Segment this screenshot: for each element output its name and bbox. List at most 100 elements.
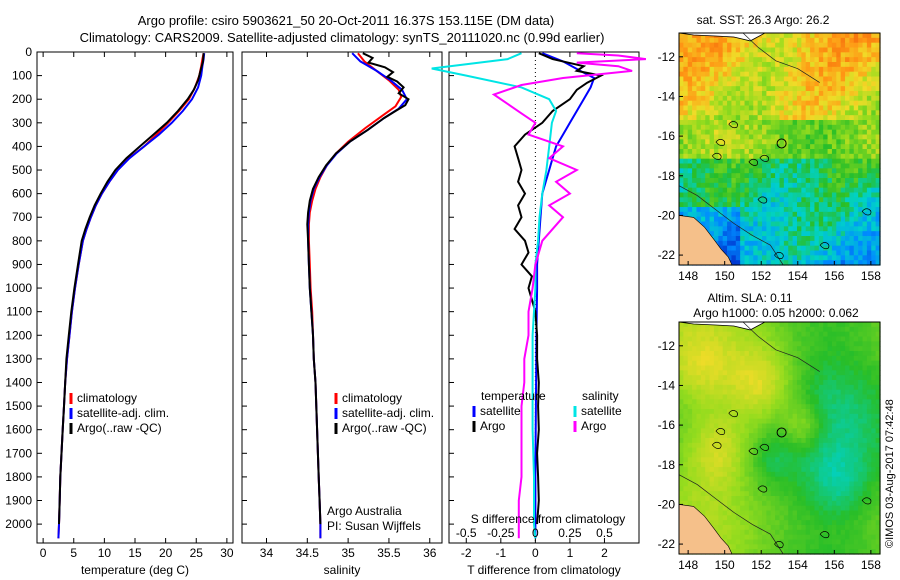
sst-map-cell: [692, 66, 698, 73]
sst-map-cell: [718, 221, 724, 227]
sst-map-cell: [687, 124, 693, 131]
sst-map-cell: [766, 149, 772, 155]
sst-map-cell: [858, 149, 864, 155]
sla-map-cell: [801, 457, 807, 463]
sla-map-cell: [845, 491, 851, 497]
sst-map-cell: [823, 105, 829, 111]
sla-map-cell: [805, 452, 811, 458]
sla-map-cell: [862, 413, 868, 420]
sst-map-cell: [849, 182, 855, 189]
sla-reef-outline: [861, 497, 872, 505]
sst-map-cell: [792, 168, 798, 174]
sla-map-cell: [713, 520, 719, 526]
sst-map-cell: [713, 129, 719, 136]
temperature-legend-label: satellite-adj. clim.: [77, 406, 169, 420]
sst-map-cell: [748, 153, 754, 160]
sla-map-cell: [762, 452, 767, 458]
sla-map-cell: [845, 418, 851, 425]
sst-map-cell: [757, 182, 763, 189]
sst-map-cell: [753, 221, 759, 227]
sst-map-cell: [858, 221, 864, 227]
sla-map-cell: [792, 370, 798, 376]
sla-map-cell: [762, 486, 767, 492]
sst-map-cell: [683, 187, 689, 194]
sst-map-cell: [762, 207, 767, 213]
sla-map-cell: [831, 462, 837, 468]
sst-map-cell: [792, 153, 798, 160]
sla-map-cell: [849, 326, 855, 333]
sla-map-cell: [775, 500, 781, 507]
sla-map-cell: [766, 515, 772, 521]
sst-map-cell: [840, 134, 846, 140]
sla-map-cell: [757, 433, 763, 439]
sla-map-cell: [687, 418, 693, 425]
sst-map-cell: [836, 62, 842, 68]
sla-map-cell: [713, 384, 719, 391]
sla-map-cell: [801, 399, 807, 405]
sst-map-cell: [757, 236, 763, 242]
sst-map-cell: [766, 42, 772, 49]
sla-map-cell: [845, 471, 851, 478]
sla-map-cell: [810, 394, 816, 400]
sst-map-cell: [849, 139, 855, 145]
temperature-y-tick-label: 1300: [5, 352, 32, 366]
sla-map-cell: [849, 380, 855, 386]
sla-map-cell: [866, 544, 872, 550]
sla-map-cell: [713, 442, 719, 449]
sst-map-cell: [871, 76, 877, 82]
sla-map-cell: [779, 360, 785, 367]
sla-map-cell: [709, 428, 715, 434]
sst-map-cell: [696, 57, 702, 63]
sla-map-cell: [683, 394, 689, 400]
sst-map-cell: [709, 153, 715, 160]
sst-map-cell: [823, 139, 829, 145]
sst-map-cell: [796, 153, 802, 160]
sla-map-cell: [696, 476, 702, 483]
sst-map-cell: [779, 124, 785, 131]
sst-map-cell: [744, 255, 750, 261]
sla-map-cell: [775, 452, 781, 458]
sst-map-cell: [840, 33, 846, 39]
sst-map-cell: [735, 168, 741, 174]
sla-map-cell: [762, 409, 767, 415]
sst-map-cell: [731, 216, 737, 223]
sla-map-cell: [823, 457, 829, 463]
sla-map-cell: [753, 351, 759, 357]
sla-map-cell: [770, 404, 776, 410]
sla-map-cell: [831, 457, 837, 463]
sst-map-cell: [849, 115, 855, 121]
sst-map-cell: [713, 62, 719, 68]
sst-map-cell: [762, 91, 767, 97]
sst-map-cell: [727, 207, 733, 213]
sla-map-cell: [836, 341, 842, 347]
sst-map-cell: [792, 47, 798, 53]
sla-map-cell: [770, 476, 776, 483]
sla-map-cell: [775, 486, 781, 492]
sst-map-cell: [740, 100, 746, 107]
sst-map-cell: [740, 144, 746, 150]
sla-map-cell: [762, 384, 767, 391]
sla-map-cell: [814, 476, 820, 483]
sla-map-cell: [871, 365, 877, 371]
sla-map-cell: [779, 457, 785, 463]
sla-map-cell: [775, 442, 781, 449]
sla-map-cell: [744, 331, 750, 338]
sla-map-cell: [705, 380, 711, 386]
sst-map-cell: [679, 115, 684, 121]
sla-map-cell: [788, 496, 794, 502]
sst-map-cell: [871, 192, 877, 198]
sst-map-cell: [779, 76, 785, 82]
sla-map-cell: [740, 399, 746, 405]
sst-map-cell: [775, 168, 781, 174]
sst-map-cell: [722, 153, 728, 160]
sla-map-cell: [696, 389, 702, 396]
sla-map-cell: [692, 355, 698, 362]
sla-map-cell: [727, 336, 733, 342]
sla-map-cell: [731, 486, 737, 492]
sla-map-cell: [700, 355, 706, 362]
sst-map-cell: [823, 33, 829, 39]
sst-map-cell: [792, 245, 798, 252]
sla-map-cell: [700, 476, 706, 483]
sst-map-cell: [836, 197, 842, 203]
sla-map-cell: [818, 331, 824, 338]
